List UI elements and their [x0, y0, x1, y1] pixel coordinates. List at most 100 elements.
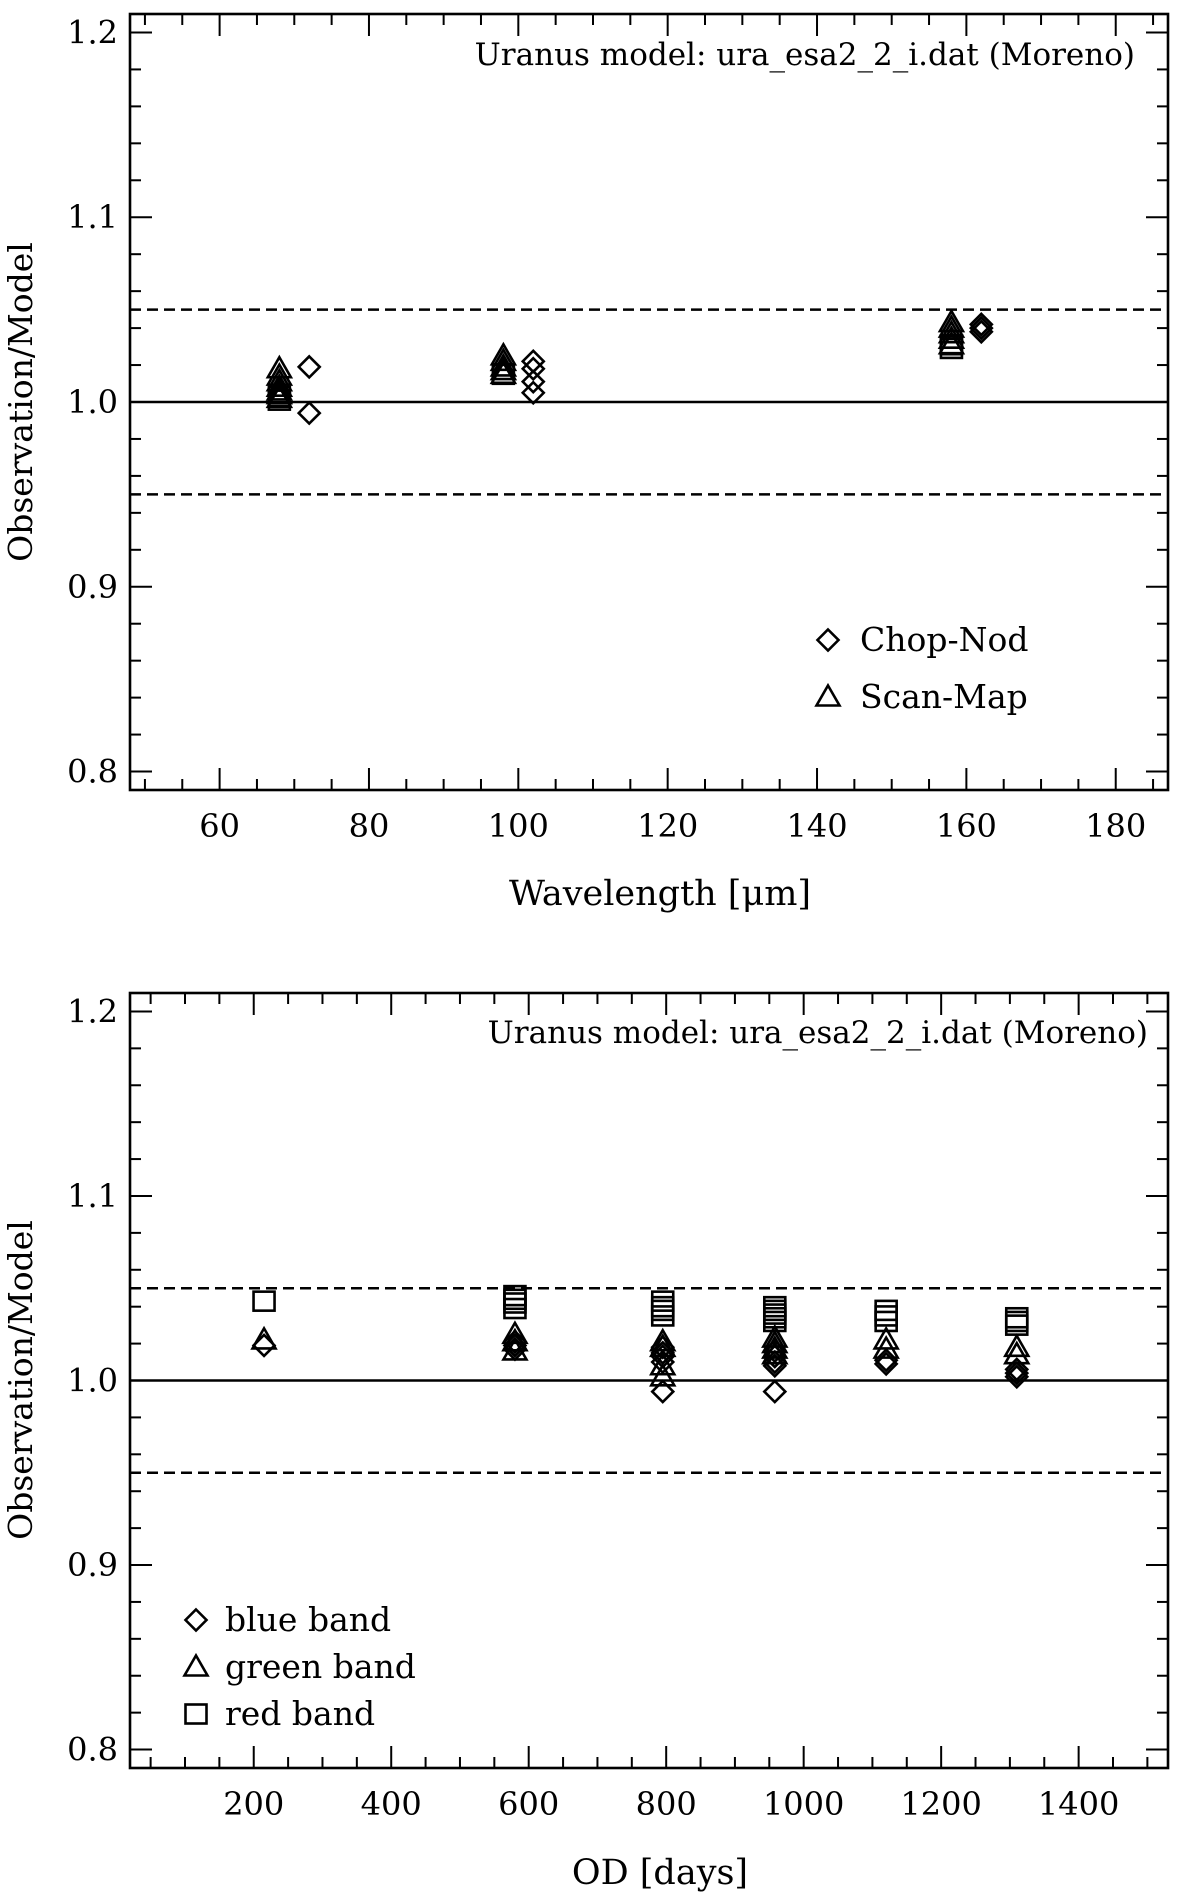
data-points	[265, 308, 994, 426]
green-band-point	[1003, 1340, 1031, 1365]
series-2-point	[939, 333, 964, 356]
x-axis-label: OD [days]	[572, 1853, 748, 1893]
x-tick-label: 1400	[1038, 1785, 1119, 1823]
red-band-point	[1004, 1314, 1029, 1336]
green-band-point	[1003, 1333, 1031, 1358]
scan-map-point	[489, 356, 518, 381]
x-tick-label: 100	[488, 807, 549, 845]
red-band-point	[252, 1290, 276, 1312]
legend-marker-chop-nod-symbol	[815, 627, 841, 653]
legend-marker-blue-band	[183, 1607, 209, 1633]
blue-band-point	[873, 1351, 899, 1377]
legend: blue band green band red band	[182, 1600, 416, 1733]
legend-label-green-band: green band	[225, 1647, 416, 1686]
legend-marker-green-band-symbol	[182, 1652, 210, 1677]
model-annotation: Uranus model: ura_esa2_2_i.dat (Moreno)	[488, 1015, 1148, 1051]
reference-lines	[130, 1287, 1168, 1474]
red-band-point	[874, 1310, 898, 1333]
green-band-point	[872, 1325, 900, 1350]
green-band-point	[761, 1323, 789, 1348]
model-annotation: Uranus model: ura_esa2_2_i.dat (Moreno)	[475, 37, 1135, 73]
legend: Chop-Nod Scan-Map	[814, 620, 1029, 716]
y-axis-label: Observation/Model	[1, 1220, 40, 1540]
green-band-point	[761, 1335, 789, 1359]
y-tick-label: 1.1	[67, 198, 118, 236]
x-tick-label: 80	[349, 807, 390, 845]
x-tick-label: 1200	[900, 1785, 981, 1823]
series-2-point	[491, 363, 516, 386]
bottom-panel-od: 200 400 600 800 1000 1200 14000.80.91.01.11.2 …	[1, 991, 1170, 1893]
y-axis-label: Observation/Model	[1, 242, 40, 562]
chop-nod-point	[296, 354, 322, 380]
x-tick-label: 160	[936, 807, 997, 845]
legend-label-blue-band: blue band	[225, 1600, 391, 1639]
x-tick-label: 800	[636, 1785, 697, 1823]
axes-frame: 60 80 100 120 140 160 180 0.8 0.9 1.0 1.1 1.2	[67, 12, 1170, 845]
y-tick-label: 0.8	[67, 753, 118, 791]
blue-band-point	[1004, 1357, 1030, 1382]
legend-marker-scan-map-symbol	[814, 682, 842, 707]
blue-band-point	[1004, 1364, 1030, 1390]
x-tick-label: 600	[498, 1785, 559, 1823]
scan-map-point	[489, 347, 518, 372]
x-tick-label: 200	[223, 1785, 284, 1823]
chop-nod-point	[968, 315, 994, 341]
green-band-point	[649, 1351, 677, 1376]
x-tick-label: 1000	[763, 1785, 844, 1823]
legend-marker-red-band	[184, 1703, 208, 1725]
green-band-point	[250, 1325, 278, 1350]
legend-label-scan-map: Scan-Map	[860, 677, 1028, 716]
chop-nod-point	[520, 356, 546, 382]
x-axis-label: Wavelength [μm]	[509, 874, 811, 914]
green-band-point	[649, 1327, 677, 1352]
x-tick-label: 60	[199, 807, 240, 845]
red-band-point	[762, 1310, 787, 1333]
scan-map-point	[265, 380, 294, 405]
scan-map-point	[937, 313, 966, 338]
chop-nod-point	[296, 400, 322, 426]
chop-nod-point	[968, 312, 994, 337]
x-tick-label: 180	[1085, 807, 1146, 845]
y-tick-label: 1.0	[67, 383, 118, 421]
legend-label-red-band: red band	[225, 1694, 375, 1733]
legend-marker-blue-band-symbol	[183, 1607, 209, 1633]
red-band-point	[650, 1305, 675, 1327]
x-tick-label: 120	[637, 807, 698, 845]
legend-label-chop-nod: Chop-Nod	[860, 620, 1029, 659]
y-tick-label: 1.2	[67, 13, 118, 51]
data-points	[250, 1284, 1031, 1404]
green-band-point	[761, 1340, 789, 1365]
chop-nod-point	[520, 369, 546, 395]
green-band-point	[761, 1329, 789, 1354]
blue-band-point	[1004, 1360, 1030, 1386]
green-band-point	[501, 1336, 529, 1361]
blue-band-point	[502, 1329, 528, 1355]
y-tick-label: 0.9	[67, 1546, 118, 1584]
green-band-point	[649, 1362, 677, 1387]
blue-band-point	[762, 1379, 788, 1404]
y-tick-label: 1.1	[67, 1177, 118, 1215]
y-tick-label: 0.9	[67, 568, 118, 606]
y-tick-label: 1.0	[67, 1362, 118, 1400]
chop-nod-point	[520, 380, 546, 406]
chop-nod-point	[968, 319, 994, 345]
legend-marker-chop-nod	[815, 627, 841, 653]
x-tick-label: 140	[786, 807, 847, 845]
reference-lines	[130, 308, 1168, 496]
series-2-point	[267, 385, 292, 408]
y-tick-label: 0.8	[67, 1731, 118, 1769]
blue-band-point	[650, 1349, 676, 1375]
axes-frame: 200 400 600 800 1000 1200 1400 0.8 0.9 1.0 1.1 1.2	[67, 991, 1170, 1823]
legend-marker-green-band	[182, 1652, 210, 1677]
legend-marker-scan-map	[814, 682, 842, 707]
green-band-point	[872, 1335, 900, 1359]
scan-map-point	[937, 319, 966, 344]
legend-marker-red-band-symbol	[184, 1703, 208, 1725]
top-panel-wavelength: 60 80 100 120 140 160 180 0.8 0.9 1.0 1.1 1.2 Uranu…	[1, 12, 1170, 914]
red-band-point	[503, 1297, 527, 1320]
x-tick-label: 400	[361, 1785, 422, 1823]
y-tick-label: 1.2	[67, 992, 118, 1030]
blue-band-point	[650, 1379, 676, 1404]
green-band-point	[501, 1327, 529, 1352]
